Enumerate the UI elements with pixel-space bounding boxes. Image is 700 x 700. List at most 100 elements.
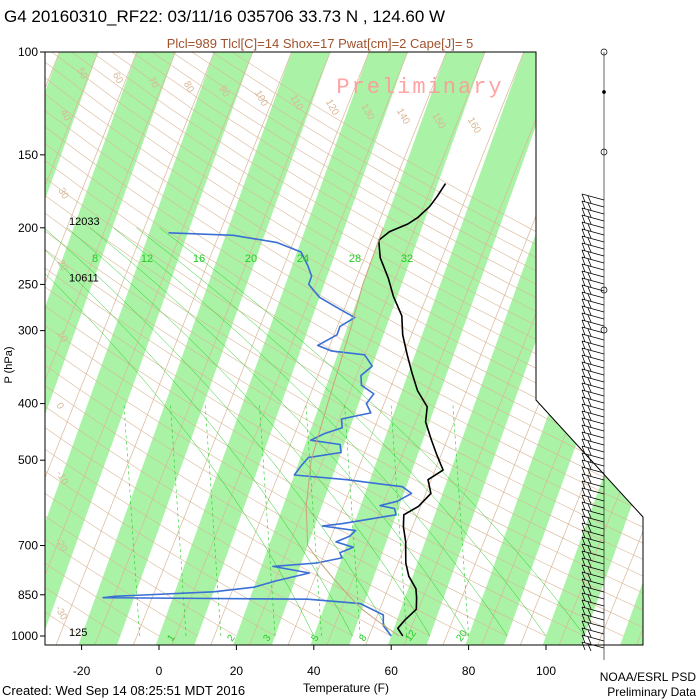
wind-barb-flag <box>581 431 586 441</box>
isotherm-line <box>89 52 331 645</box>
dry-adiabat <box>45 52 643 637</box>
y-tick-label: 500 <box>18 453 38 467</box>
wind-barb <box>581 389 605 397</box>
isotherm-label: 20 <box>54 258 69 274</box>
wind-barb <box>581 354 605 362</box>
mixing-ratio-line <box>123 403 140 637</box>
wind-barb-flag <box>581 193 586 203</box>
wind-barb <box>581 522 605 530</box>
wind-barb <box>581 564 605 572</box>
wind-barb-flag <box>587 195 592 204</box>
wind-barb-flag <box>581 480 586 490</box>
stripe-band <box>45 52 176 645</box>
wind-barb <box>581 249 605 257</box>
wind-barb-flag <box>587 321 592 330</box>
wind-barb-flag <box>587 608 592 617</box>
wind-barb-flag <box>581 326 586 336</box>
wind-barb-flag <box>587 552 592 561</box>
wind-barb-flag <box>581 592 586 602</box>
adiabat-label: 30 <box>536 106 557 127</box>
wind-barb-flag <box>581 263 586 273</box>
dry-adiabat <box>45 52 353 637</box>
wind-barb-flag <box>581 620 586 630</box>
y-axis-label: P (hPa) <box>3 346 15 383</box>
mixing-ratio-label: 20 <box>245 253 257 265</box>
wind-barb-flag <box>587 307 592 316</box>
wind-barb <box>581 606 605 614</box>
moist-adiabat <box>66 227 431 637</box>
pressure-axis: 100 150 200 250 300 400 500 700 850 1000 <box>11 45 45 643</box>
wind-barb-flag <box>581 606 586 616</box>
wind-barb-flag <box>587 622 592 631</box>
isotherm-label: 90 <box>216 84 231 100</box>
wind-barb-flag <box>581 312 586 322</box>
wind-barb-flag <box>587 594 592 603</box>
wind-barb-flag <box>587 293 592 302</box>
wind-barb <box>581 277 605 285</box>
wind-barb-flag <box>581 256 586 266</box>
mixing-ratio-label: 12 <box>141 253 153 265</box>
wind-barb <box>581 557 605 565</box>
dry-adiabat <box>45 52 547 637</box>
wind-barb <box>581 466 605 474</box>
isotherm-line <box>593 52 643 645</box>
wind-barb-flag <box>587 559 592 568</box>
wind-barb <box>581 515 605 523</box>
adiabat-label: -10 <box>550 396 574 420</box>
wind-barb-flag <box>587 209 592 218</box>
wind-barb-flag <box>587 433 592 442</box>
wind-barb-flag <box>581 536 586 546</box>
wind-barb <box>581 193 605 201</box>
wind-barb <box>581 242 605 250</box>
wind-barb-flag <box>587 405 592 414</box>
x-tick-label: 80 <box>462 664 476 678</box>
wind-barb-flag <box>581 403 586 413</box>
wind-barb-flag <box>587 426 592 435</box>
wind-barb-flag <box>581 564 586 574</box>
wind-barb-flag <box>581 515 586 525</box>
wind-barb-flag <box>587 384 592 393</box>
wind-barb-flag <box>587 300 592 309</box>
wind-barb <box>581 417 605 425</box>
wind-barb-flag <box>587 601 592 610</box>
plot-area: 50 60 70 80 90 100 110 120 130 140 150 160403020100… <box>45 52 648 645</box>
adiabat-label: -30 <box>624 473 648 497</box>
wind-barb-flag <box>587 419 592 428</box>
isotherm-label: 70 <box>145 75 160 91</box>
mixing-ratio-line <box>259 403 276 637</box>
wind-barb <box>581 529 605 537</box>
wind-barb-flag <box>587 335 592 344</box>
wind-barb <box>581 613 605 621</box>
mixing-ratio-bottom-label: 1 <box>165 632 177 643</box>
isotherm-line <box>283 52 525 645</box>
wind-barb-flag <box>587 216 592 225</box>
wind-barb-flag <box>587 538 592 547</box>
dry-adiabat <box>111 52 643 637</box>
mixing-ratio-label: 28 <box>349 253 361 265</box>
wind-barb <box>581 396 605 404</box>
wind-barb-flag <box>587 342 592 351</box>
wind-barb-flag <box>581 641 586 651</box>
wind-barb <box>581 410 605 418</box>
dry-adiabat <box>45 52 643 637</box>
wind-barb-flag <box>581 438 586 448</box>
wind-barb-flag <box>581 424 586 434</box>
isotherm-label: 60 <box>110 71 125 87</box>
y-tick-label: 400 <box>18 397 38 411</box>
wind-barb-flag <box>587 279 592 288</box>
wind-barb <box>581 487 605 495</box>
wind-barb-flag <box>581 368 586 378</box>
preliminary-watermark: Preliminary <box>336 75 503 100</box>
x-tick-label: 60 <box>385 664 399 678</box>
wind-barb <box>581 403 605 411</box>
wind-barb <box>581 200 605 208</box>
wind-barb-flag <box>587 286 592 295</box>
dry-adiabat <box>45 52 643 637</box>
dry-adiabat <box>45 52 643 637</box>
wind-barb-flag <box>587 454 592 463</box>
wind-barb-flag <box>587 629 592 638</box>
wind-barb-flag <box>581 634 586 644</box>
isotherm-line <box>554 52 643 645</box>
mixing-ratio-label: 16 <box>193 253 205 265</box>
isotherm-line <box>45 52 254 645</box>
